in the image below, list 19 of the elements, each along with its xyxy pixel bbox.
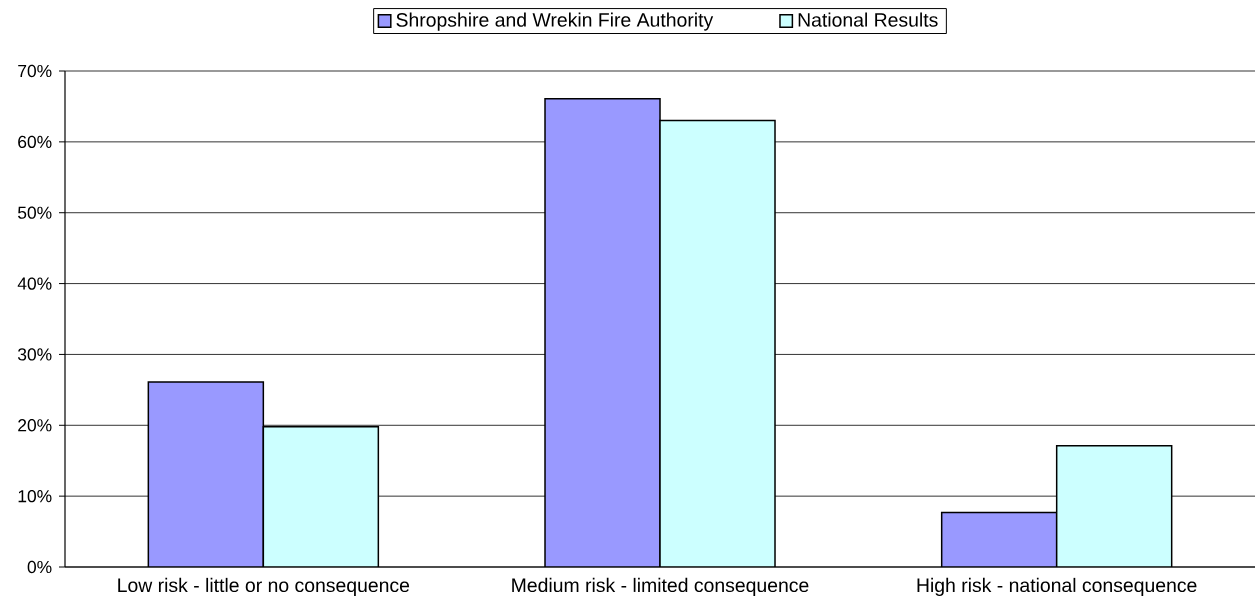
x-tick-label: High risk - national consequence xyxy=(917,577,1197,596)
y-tick-label: 60% xyxy=(18,135,52,149)
bar xyxy=(262,425,380,567)
y-tick-label: 50% xyxy=(18,206,52,219)
y-tick-label: 40% xyxy=(17,277,52,290)
y-tick-label: 30% xyxy=(17,348,52,361)
x-tick-label: Low risk - little or no consequence xyxy=(118,577,410,596)
bar xyxy=(147,381,265,567)
y-tick-label: 20% xyxy=(18,419,52,432)
y-tick-label: 70% xyxy=(18,64,52,78)
legend-label: Shropshire and Wrekin Fire Authority xyxy=(396,12,714,31)
x-tick-label: Medium risk - limited consequence xyxy=(512,577,809,596)
legend-label: National Results xyxy=(798,12,938,27)
y-tick-label: 0% xyxy=(27,560,52,574)
bar xyxy=(659,119,776,567)
bar xyxy=(1055,445,1173,567)
y-tick-label: 10% xyxy=(18,489,52,503)
bar xyxy=(940,511,1058,567)
bar xyxy=(544,97,661,567)
